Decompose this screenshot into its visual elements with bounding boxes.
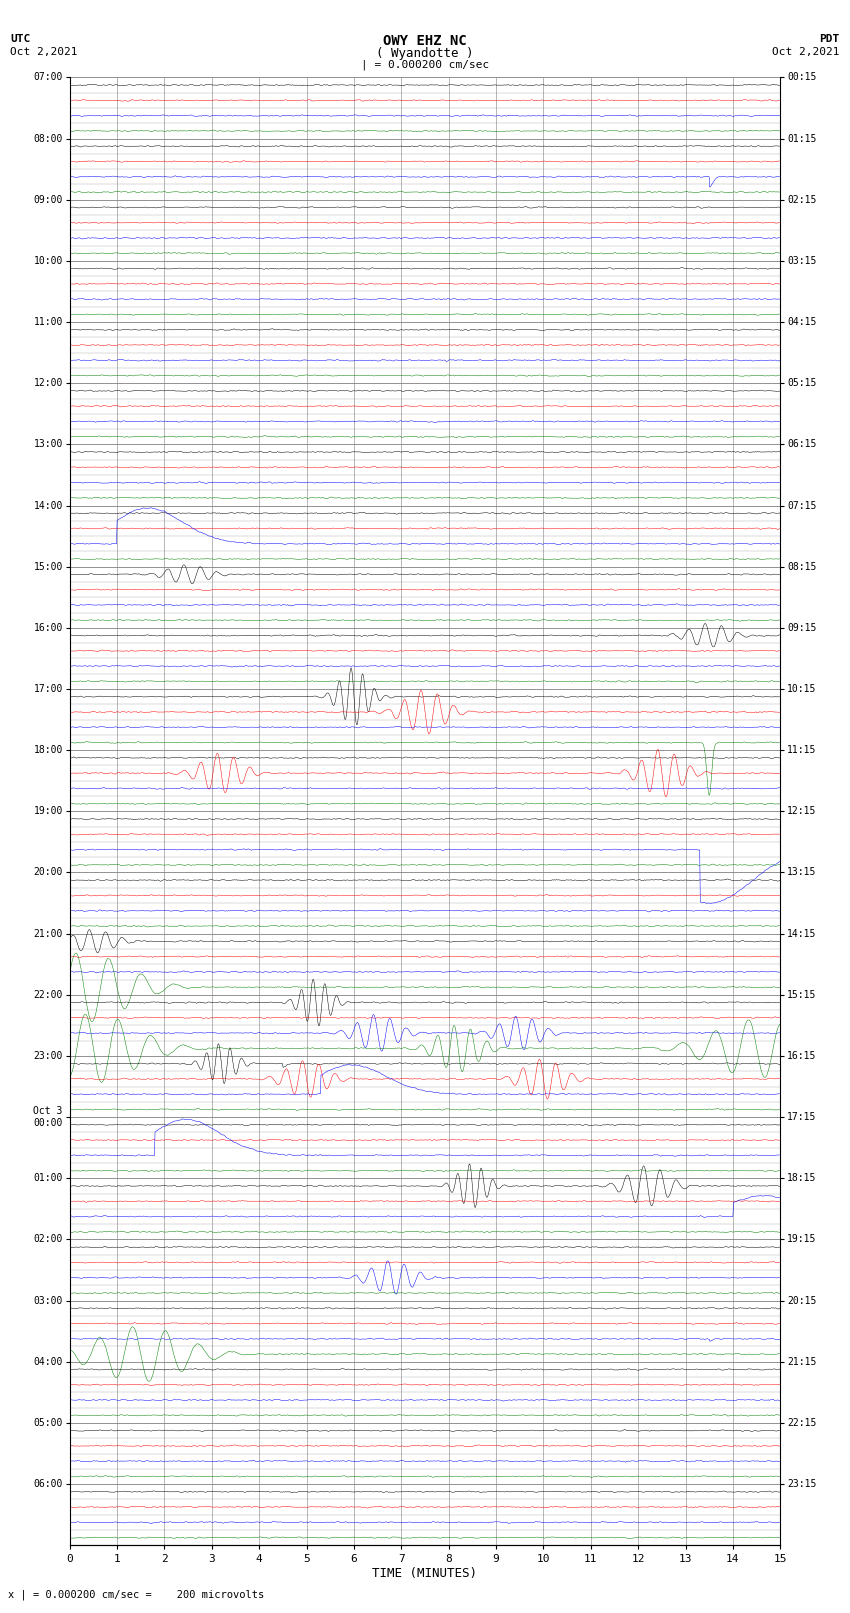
Text: x | = 0.000200 cm/sec =    200 microvolts: x | = 0.000200 cm/sec = 200 microvolts	[8, 1589, 264, 1600]
Text: | = 0.000200 cm/sec: | = 0.000200 cm/sec	[361, 60, 489, 71]
Text: OWY EHZ NC: OWY EHZ NC	[383, 34, 467, 48]
X-axis label: TIME (MINUTES): TIME (MINUTES)	[372, 1568, 478, 1581]
Text: Oct 2,2021: Oct 2,2021	[772, 47, 840, 56]
Text: ( Wyandotte ): ( Wyandotte )	[377, 47, 473, 60]
Text: Oct 2,2021: Oct 2,2021	[10, 47, 78, 56]
Text: UTC: UTC	[10, 34, 31, 44]
Text: PDT: PDT	[819, 34, 840, 44]
